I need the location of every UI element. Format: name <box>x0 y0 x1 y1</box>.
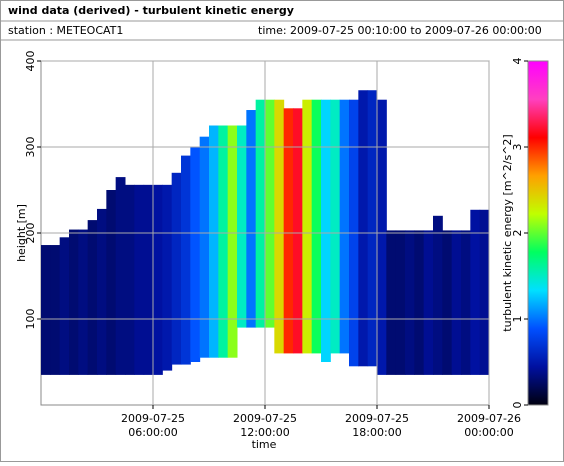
heat-cell <box>442 230 453 375</box>
heat-cell <box>209 125 219 358</box>
y-tick-label: 100 <box>24 309 37 330</box>
heat-cell <box>227 125 238 358</box>
x-tick-date: 2009-07-25 <box>345 412 409 425</box>
heat-cell <box>69 229 79 375</box>
x-tick-label: 06:00:00 <box>128 426 177 439</box>
heat-cell <box>143 184 154 375</box>
station: station : METEOCAT1 <box>8 24 123 37</box>
heat-cell <box>87 220 98 375</box>
heat-cell <box>293 108 303 354</box>
heat-cell <box>171 172 182 365</box>
heat-cell <box>395 230 406 375</box>
heat-cell <box>59 237 70 375</box>
heat-cell <box>125 184 135 375</box>
period: time: 2009-07-25 00:10:00 to 2009-07-26 … <box>258 24 542 37</box>
heat-cell <box>41 245 51 375</box>
heat-cell <box>115 177 126 375</box>
heat-cell <box>405 230 415 375</box>
heat-cell <box>237 125 247 328</box>
heat-cell <box>433 215 443 375</box>
chart-title: wind data (derived) - turbulent kinetic … <box>8 4 294 17</box>
heat-cell <box>479 209 490 375</box>
heat-cell <box>181 155 191 365</box>
heat-cell <box>386 230 397 375</box>
heat-cell <box>283 108 294 354</box>
heat-cell <box>339 99 350 354</box>
colorbar-tick-label: 1 <box>511 316 524 323</box>
x-tick-date: 2009-07-26 <box>457 412 521 425</box>
heat-cell <box>274 99 285 354</box>
heat-cell <box>218 125 229 358</box>
colorbar-tick-label: 4 <box>511 58 524 65</box>
y-tick-label: 200 <box>24 223 37 244</box>
x-tick-date: 2009-07-25 <box>121 412 185 425</box>
heat-cell <box>414 230 425 375</box>
heat-cell <box>358 90 369 367</box>
heat-cell <box>106 190 117 375</box>
heat-cell <box>470 209 481 375</box>
heat-cell <box>134 184 145 375</box>
heat-cell <box>50 245 61 375</box>
heat-cell <box>423 230 434 375</box>
heat-cell <box>451 230 462 375</box>
heat-cell <box>321 99 331 362</box>
x-tick-label: 00:00:00 <box>464 426 513 439</box>
x-tick-date: 2009-07-25 <box>233 412 297 425</box>
heat-cell <box>153 184 163 375</box>
y-tick-label: 400 <box>24 51 37 72</box>
heat-cell <box>255 99 266 328</box>
x-tick-label: 12:00:00 <box>240 426 289 439</box>
heat-cell <box>162 184 173 371</box>
heat-cell <box>311 99 322 354</box>
heat-cell <box>367 90 378 367</box>
heat-cell <box>377 99 387 375</box>
heat-cell <box>461 230 471 375</box>
colorbar-tick-label: 2 <box>511 230 524 237</box>
colorbar-tick-label: 3 <box>511 144 524 151</box>
heat-cell <box>199 136 210 358</box>
heat-cell <box>265 99 275 328</box>
colorbar <box>527 60 549 406</box>
y-tick-label: 300 <box>24 137 37 158</box>
y-axis-label: height [m] <box>15 204 28 262</box>
x-tick-label: 18:00:00 <box>352 426 401 439</box>
heat-cell <box>78 229 89 375</box>
heat-cell <box>190 147 201 362</box>
heat-cell <box>330 99 341 354</box>
colorbar-tick-label: 0 <box>511 402 524 409</box>
heat-cell <box>97 208 107 375</box>
x-axis-label: time <box>252 438 277 451</box>
colorbar-label: turbulent kinetic energy [m^2/s^2] <box>501 134 514 331</box>
heat-cell <box>302 99 313 354</box>
heat-cell <box>246 110 257 328</box>
